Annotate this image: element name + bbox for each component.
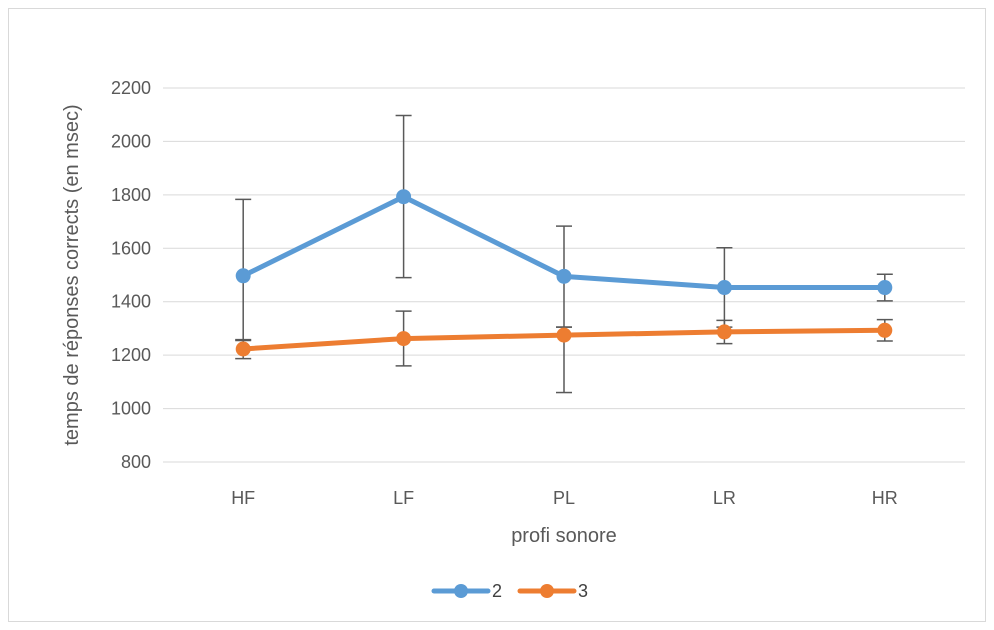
x-tick-label: HR <box>872 488 898 508</box>
legend-label-3: 3 <box>578 581 588 601</box>
data-point-3 <box>396 331 412 347</box>
x-tick-label: PL <box>553 488 575 508</box>
x-tick-labels: HF LF PL LR HR <box>231 488 898 508</box>
legend-marker-3 <box>540 584 554 598</box>
legend-label-2: 2 <box>492 581 502 601</box>
x-axis-title: profi sonore <box>511 525 617 547</box>
x-tick-label: LR <box>713 488 736 508</box>
y-tick-label: 800 <box>121 452 151 472</box>
data-point-2 <box>235 268 251 284</box>
data-point-3 <box>556 327 572 343</box>
data-point-2 <box>877 280 893 296</box>
y-tick-label: 1600 <box>111 238 151 258</box>
y-tick-label: 2000 <box>111 131 151 151</box>
y-tick-label: 1400 <box>111 292 151 312</box>
x-tick-label: LF <box>393 488 414 508</box>
legend-marker-2 <box>454 584 468 598</box>
data-point-3 <box>716 324 732 340</box>
error-bars <box>235 114 893 394</box>
y-axis-title: temps de réponses corrects (en msec) <box>61 104 83 445</box>
data-point-2 <box>716 280 732 296</box>
y-tick-label: 2200 <box>111 78 151 98</box>
y-tick-labels: 800 1000 1200 1400 1600 1800 2000 2200 <box>111 78 151 472</box>
data-point-3 <box>235 341 251 357</box>
data-point-2 <box>556 268 572 284</box>
data-point-3 <box>877 322 893 338</box>
y-tick-label: 1800 <box>111 185 151 205</box>
y-tick-label: 1200 <box>111 345 151 365</box>
data-point-2 <box>396 189 412 205</box>
chart-frame <box>8 8 986 622</box>
x-tick-label: HF <box>231 488 255 508</box>
series-markers <box>235 189 893 357</box>
y-tick-label: 1000 <box>111 399 151 419</box>
